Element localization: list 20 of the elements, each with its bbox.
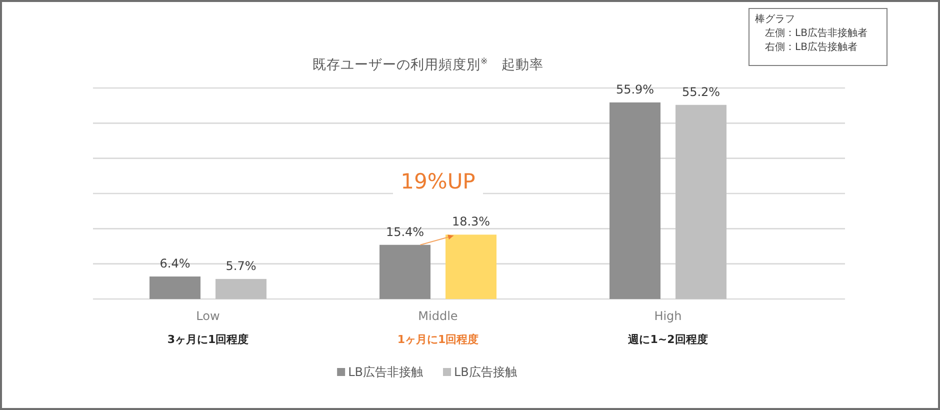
bar (150, 276, 200, 299)
legend-label: LB広告接触 (454, 365, 517, 379)
bar (380, 244, 430, 299)
data-label: 18.3% (452, 214, 490, 229)
bar (446, 234, 496, 299)
data-label: 6.4% (160, 256, 190, 270)
bar (610, 102, 660, 299)
chart-title: 既存ユーザーの利用頻度別$^{※}$ 起動率 (312, 57, 544, 73)
x-tick-label: Middle 1ヶ月に1回程度 (397, 309, 479, 346)
data-label: 5.7% (226, 258, 256, 273)
data-label: 15.4% (386, 224, 424, 239)
annotation: 19%UP (400, 170, 476, 194)
note: 棒グラフ 左側：LB広告非接触者 右側：LB広告接触者 (748, 8, 888, 66)
data-label: 55.2% (682, 84, 720, 99)
bar (216, 278, 266, 299)
data-label: 55.9% (616, 82, 654, 96)
bar (676, 104, 726, 299)
x-tick-label: Low 3ヶ月に1回程度 (167, 309, 249, 346)
legend-label: LB広告非接触 (348, 365, 423, 379)
x-tick-label: High 週に1~2回程度 (627, 309, 708, 346)
